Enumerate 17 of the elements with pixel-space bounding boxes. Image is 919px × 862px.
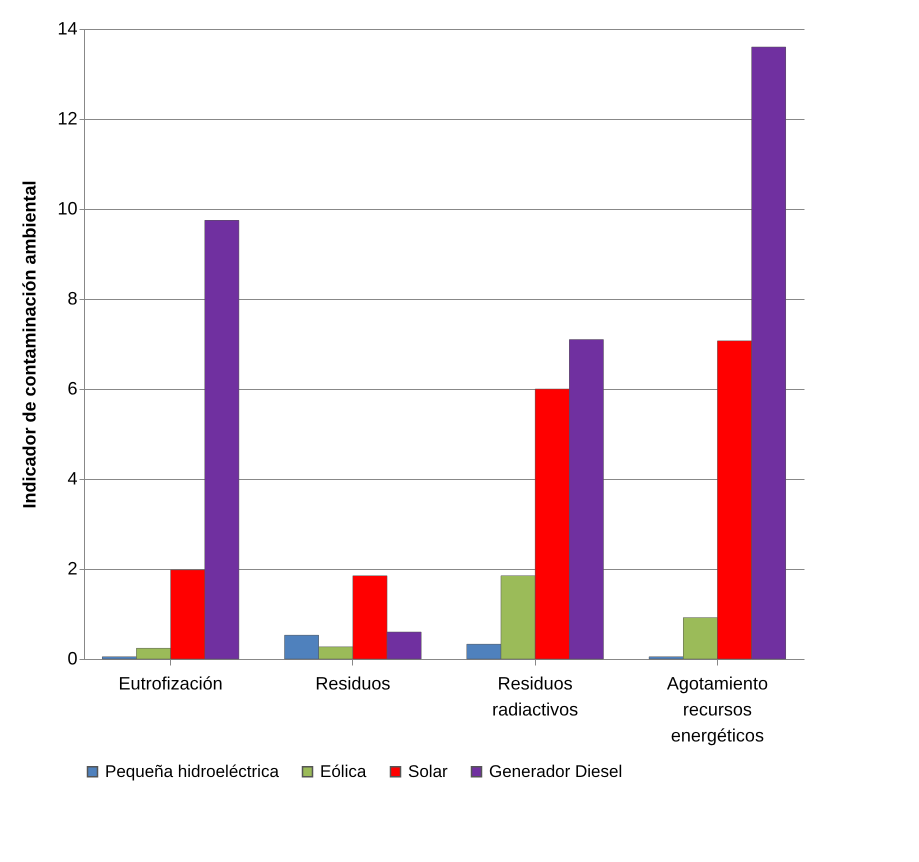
y-tick-label: 6 [67,378,78,398]
y-tick-label: 14 [57,18,78,38]
legend-label: Eólica [320,762,367,781]
legend-label: Generador Diesel [489,762,622,781]
x-tick-label: Residuos [315,674,390,694]
y-tick-label: 10 [57,198,78,218]
y-axis-title: Indicador de contaminación ambiental [19,180,40,509]
y-tick-label: 2 [67,558,78,578]
x-tick-label: Residuos radiactivos [492,674,578,720]
y-tick-label: 12 [57,108,78,128]
y-tick-label: 4 [67,468,78,488]
x-tick-label: Eutrofización [118,674,223,694]
legend-label: Pequeña hidroeléctrica [105,762,280,781]
legend-label: Solar [408,762,448,781]
y-tick-label: 0 [67,648,78,668]
y-tick-label: 8 [67,288,78,308]
x-tick-label: Agotamiento recursos energéticos [666,674,768,746]
